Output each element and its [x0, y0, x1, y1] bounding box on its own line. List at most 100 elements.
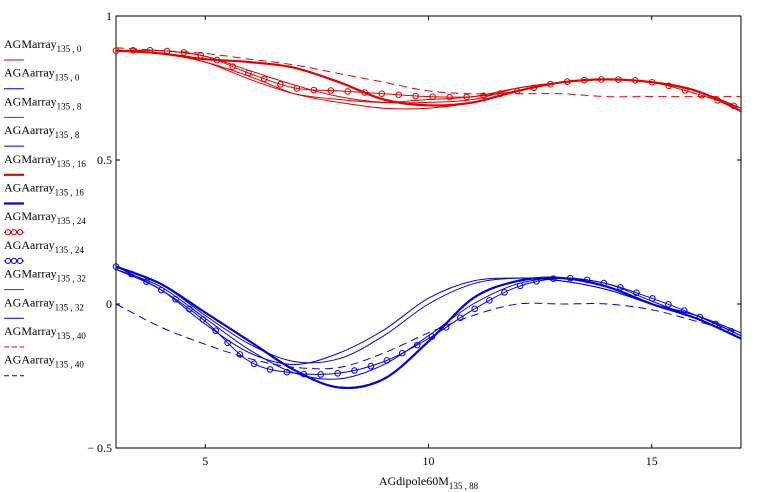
x-axis-title: AGdipole60M135 , 88	[379, 474, 479, 491]
series-point	[486, 297, 493, 304]
x-tick-label: 15	[646, 454, 658, 468]
legend-label-subscript: 135 , 8	[55, 130, 80, 140]
legend-label: AGMarray135 , 40	[4, 324, 86, 341]
legend-swatch-marker	[10, 257, 18, 264]
series-point	[317, 371, 325, 378]
series-line	[115, 302, 742, 370]
series-point	[398, 349, 406, 357]
legend-label: AGMarray135 , 32	[4, 267, 86, 284]
legend-label-main: AGMarray	[4, 209, 57, 223]
series-point	[665, 82, 673, 90]
series-5	[115, 265, 742, 389]
series-point	[361, 89, 369, 96]
series-11	[115, 302, 742, 370]
legend-swatch-marker	[4, 229, 12, 236]
series-point	[334, 369, 341, 377]
legend-label-main: AGAarray	[4, 66, 55, 80]
series-point	[633, 289, 640, 297]
series-point	[533, 278, 540, 285]
legend-label-subscript: 135 , 16	[55, 188, 85, 198]
legend-label: AGAarray135 , 0	[4, 66, 80, 83]
series-line	[115, 268, 742, 366]
legend-label-subscript: 135 , 24	[57, 216, 87, 226]
series-9	[115, 268, 742, 380]
series-point	[129, 46, 137, 54]
legend-label-main: AGMarray	[4, 152, 57, 166]
series-point	[245, 69, 252, 77]
legend-label-main: AGAarray	[4, 295, 55, 309]
series-point	[471, 305, 479, 313]
series-point	[367, 362, 375, 370]
legend-label-main: AGMarray	[4, 94, 57, 108]
series-point	[213, 56, 221, 64]
series-point	[261, 75, 268, 83]
series-point	[236, 351, 244, 358]
legend-label-main: AGAarray	[4, 353, 55, 367]
series-point	[277, 81, 284, 88]
series-point	[412, 92, 419, 100]
series-point	[283, 368, 291, 376]
legend-label-main: AGMarray	[4, 324, 57, 338]
legend-label-main: AGMarray	[4, 37, 57, 51]
legend-label: AGAarray135 , 16	[4, 181, 84, 198]
legend-swatch-marker	[10, 229, 18, 236]
y-tick-label: 1	[106, 9, 112, 23]
x-tick-label: 10	[423, 454, 435, 468]
legend-label: AGMarray135 , 16	[4, 152, 86, 169]
x-axis: 5 10 15	[202, 16, 658, 468]
legend-label-subscript: 135 , 32	[55, 302, 84, 312]
series-point	[212, 327, 219, 334]
x-axis-title-subscript: 135 , 88	[449, 481, 479, 491]
series-point	[344, 88, 352, 95]
series-point	[600, 279, 608, 287]
series-point	[395, 91, 402, 99]
series-8	[115, 50, 742, 109]
legend-label: AGAarray135 , 40	[4, 353, 84, 370]
series-3	[115, 268, 742, 366]
legend-swatch-marker	[16, 257, 24, 264]
series-point	[351, 367, 358, 374]
legend-label-subscript: 135 , 16	[57, 159, 87, 169]
series-point	[442, 324, 450, 331]
legend-label: AGMarray135 , 0	[4, 37, 82, 54]
series-point	[714, 97, 721, 104]
x-axis-title-main: AGdipole60M	[379, 474, 449, 488]
series-point	[266, 366, 274, 373]
series-line	[115, 265, 742, 389]
series-10	[115, 47, 741, 98]
series-point	[250, 360, 258, 368]
series-point	[530, 84, 538, 92]
series-line	[115, 266, 742, 376]
series-point	[224, 339, 231, 347]
legend-label-subscript: 135 , 0	[57, 44, 82, 54]
legend-label-subscript: 135 , 40	[57, 331, 87, 341]
legend-label-subscript: 135 , 24	[55, 245, 85, 255]
y-tick-label: − 0.5	[87, 441, 112, 455]
series-point	[501, 289, 508, 296]
legend-label: AGAarray135 , 32	[4, 295, 84, 312]
series-point	[293, 85, 301, 92]
series-point	[730, 102, 738, 110]
series-layer	[112, 46, 742, 389]
legend-label-subscript: 135 , 32	[57, 274, 86, 284]
series-line	[115, 50, 742, 109]
legend-label-subscript: 135 , 8	[57, 101, 82, 111]
series-point	[197, 51, 204, 59]
legend-label-main: AGAarray	[4, 238, 55, 252]
legend-label-main: AGMarray	[4, 267, 57, 281]
series-point	[327, 87, 335, 94]
series-7	[112, 263, 742, 378]
legend-label-subscript: 135 , 40	[55, 360, 85, 370]
series-point	[378, 90, 386, 97]
series-line	[115, 268, 742, 380]
series-point	[229, 63, 236, 70]
y-tick-label: 0	[106, 297, 112, 311]
series-point	[300, 370, 308, 378]
legend-label-main: AGAarray	[4, 181, 55, 195]
legend-label: AGAarray135 , 8	[4, 123, 80, 140]
series-point	[456, 314, 464, 322]
legend-label-subscript: 135 , 0	[55, 73, 80, 83]
x-tick-label: 5	[202, 454, 208, 468]
